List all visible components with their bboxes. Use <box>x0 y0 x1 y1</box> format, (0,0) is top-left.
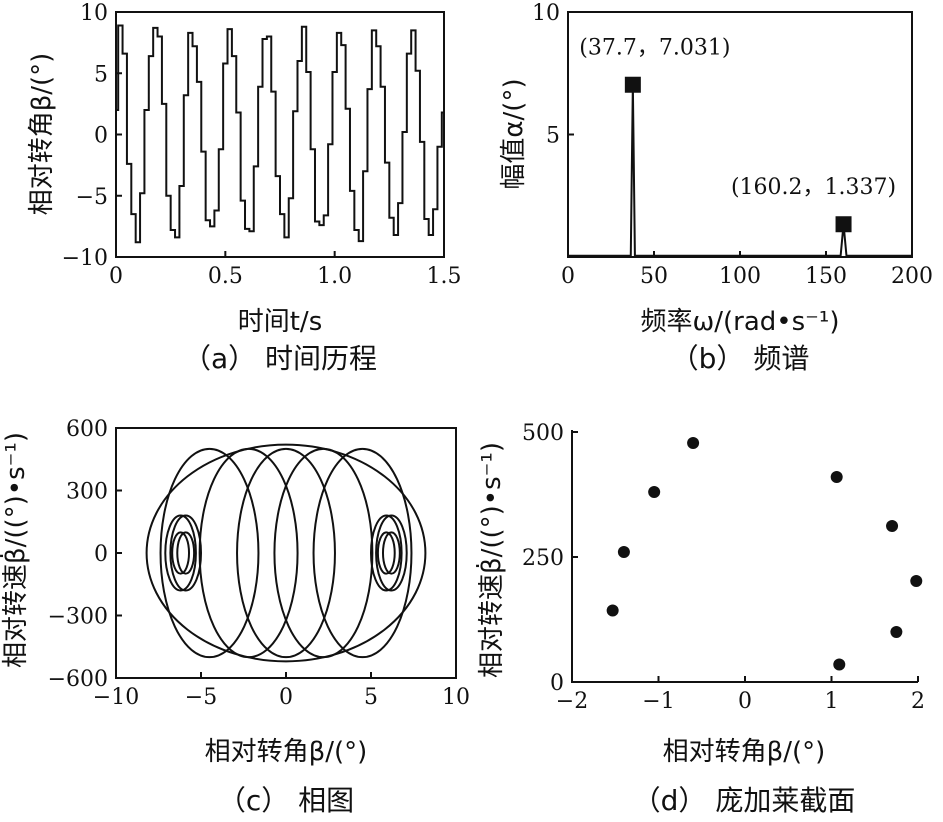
peak-marker <box>835 216 852 233</box>
poincare-point <box>687 437 700 449</box>
x-tick-label: 1 <box>825 689 839 714</box>
phase-orbit <box>176 531 196 575</box>
panel-b-series-line <box>568 84 912 257</box>
x-tick-label: 0 <box>279 685 293 710</box>
y-tick-label: 600 <box>66 417 108 442</box>
poincare-point <box>910 575 923 587</box>
panel-a-caption: （a） 时间历程 <box>183 342 377 375</box>
x-tick-label: 150 <box>805 264 847 289</box>
panel-d-ylabel: 相对转速β̇/((°)•s⁻¹) <box>474 442 507 678</box>
x-tick-label: −5 <box>185 685 217 710</box>
panel-b-ylabel: 幅值α/(°) <box>499 78 529 189</box>
y-tick-label: 500 <box>522 421 564 446</box>
peak-annotation: (37.7，7.031) <box>579 36 730 61</box>
phase-orbit <box>159 447 260 659</box>
x-tick-label: 2 <box>911 689 925 714</box>
x-tick-label: 5 <box>364 685 378 710</box>
y-tick-label: −300 <box>48 605 108 630</box>
x-tick-label: 0.5 <box>208 264 243 289</box>
x-tick-label: 50 <box>640 264 668 289</box>
phase-orbit <box>312 447 413 659</box>
y-tick-label: 5 <box>94 62 108 87</box>
poincare-point <box>617 546 630 558</box>
y-tick-label: 300 <box>66 480 108 505</box>
phase-orbit <box>370 514 403 592</box>
panel-c-frame <box>115 427 457 679</box>
panel-c-xlabel: 相对转角β/(°) <box>205 737 368 767</box>
panel-c-ylabel: 相对转速β̇/((°)•s⁻¹) <box>0 432 31 668</box>
panel-c-caption: （c） 相图 <box>218 784 354 817</box>
poincare-point <box>886 520 899 532</box>
y-tick-label: 250 <box>522 546 564 571</box>
y-tick-label: −600 <box>48 667 108 692</box>
phase-orbit <box>164 514 197 592</box>
poincare-point <box>830 471 843 483</box>
poincare-point <box>833 658 846 671</box>
phase-orbit <box>171 531 191 575</box>
phase-orbit <box>273 447 374 659</box>
y-tick-label: 0 <box>550 671 564 696</box>
panel-b-spectrum: 0 50 100 150 200 5 10 (37.7，7.031) (160.2，1.337… <box>499 1 933 375</box>
poincare-point <box>890 626 903 638</box>
x-tick-label: 1.0 <box>317 264 352 289</box>
panel-a-ylabel: 相对转角β/(°) <box>27 53 57 216</box>
x-tick-label: 0 <box>561 264 575 289</box>
y-tick-label: 10 <box>80 1 108 26</box>
panel-a-frame <box>115 11 445 258</box>
y-tick-label: 0 <box>94 542 108 567</box>
x-tick-label: −2 <box>556 689 588 714</box>
panel-b-xlabel: 频率ω/(rad•s⁻¹) <box>641 307 840 337</box>
phase-orbit <box>381 531 401 575</box>
phase-orbit <box>236 447 336 659</box>
phase-orbit <box>145 443 427 663</box>
poincare-point <box>648 486 661 498</box>
x-tick-label: 10 <box>442 685 470 710</box>
panel-c-phase-portrait: −10 −5 0 5 10 −600 −300 0 300 600 相对转角β/(°) 相对转速β… <box>0 417 470 817</box>
x-tick-label: −10 <box>93 685 139 710</box>
panel-d-poincare-section: −2 −1 0 1 2 0 250 500 相对转角β/(°) 相对转速β̇/((°)•s⁻¹… <box>474 421 925 817</box>
peak-marker <box>624 76 641 93</box>
phase-orbit <box>169 514 202 592</box>
peak-annotation: (160.2，1.337) <box>731 175 896 200</box>
x-tick-label: 200 <box>891 264 933 289</box>
panel-a-xlabel: 时间t/s <box>238 307 323 337</box>
x-tick-label: −1 <box>642 689 674 714</box>
x-tick-label: 0 <box>109 264 123 289</box>
x-tick-label: 100 <box>719 264 761 289</box>
panel-d-caption: （d） 庞加莱截面 <box>633 784 856 817</box>
panel-b-caption: （b） 频谱 <box>671 342 810 375</box>
phase-orbit <box>198 447 299 659</box>
panel-a-time-history: 0 0.5 1.0 1.5 −10 −5 0 5 10 时间t/s 相对转角β/(°) （a） … <box>27 1 462 375</box>
y-tick-label: 5 <box>546 124 560 149</box>
panel-d-xlabel: 相对转角β/(°) <box>663 737 826 767</box>
y-tick-label: 0 <box>94 124 108 149</box>
poincare-point <box>606 604 619 617</box>
phase-orbit <box>375 514 408 592</box>
x-tick-label: 0 <box>738 689 752 714</box>
y-tick-label: −10 <box>62 246 108 271</box>
y-tick-label: −5 <box>76 185 108 210</box>
panel-a-series-line <box>116 24 444 244</box>
y-tick-label: 10 <box>532 1 560 26</box>
x-tick-label: 1.5 <box>427 264 462 289</box>
phase-orbit <box>376 531 396 575</box>
